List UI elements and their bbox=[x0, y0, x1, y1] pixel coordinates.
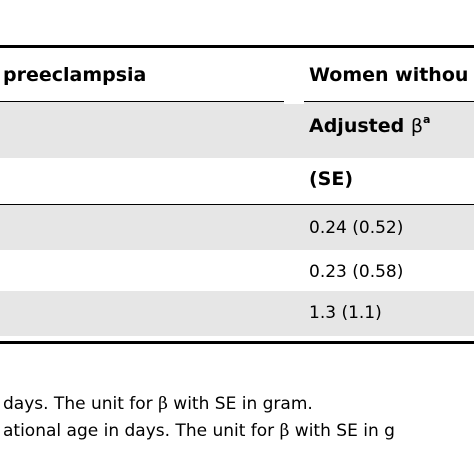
top-rule bbox=[0, 45, 474, 48]
header-band bbox=[0, 102, 474, 158]
beta-symbol: β bbox=[410, 115, 423, 137]
footnote-2-beta: β bbox=[279, 421, 290, 441]
footnote-2-prefix: ational age in days. The unit for bbox=[3, 421, 280, 441]
footnote-line-1: days. The unit for β with SE in gram. bbox=[3, 396, 313, 413]
table-cell-value: 0.24 (0.52) bbox=[309, 218, 404, 238]
group-header-right: Women withou bbox=[309, 64, 469, 86]
footnote-line-2: ational age in days. The unit for β with… bbox=[3, 423, 395, 440]
footnote-1-beta: β bbox=[158, 394, 168, 414]
footnote-2-suffix: with SE in g bbox=[289, 421, 395, 441]
table-cell-value: 0.23 (0.58) bbox=[309, 262, 404, 282]
adjusted-beta-header: Adjusted βa bbox=[309, 114, 430, 137]
table-cell-value: 1.3 (1.1) bbox=[309, 303, 382, 323]
header-bottom-rule bbox=[0, 204, 474, 205]
table-row bbox=[0, 291, 474, 336]
adjusted-label: Adjusted bbox=[309, 115, 411, 137]
bottom-rule bbox=[0, 341, 474, 344]
group-header-left: preeclampsia bbox=[3, 64, 147, 86]
footnote-1-prefix: days. The unit for bbox=[3, 394, 159, 414]
footnote-1-suffix: with SE in gram. bbox=[167, 394, 313, 414]
beta-superscript: a bbox=[422, 113, 431, 126]
header-band-gap bbox=[284, 101, 304, 104]
se-header: (SE) bbox=[309, 168, 354, 190]
group-header-rule bbox=[0, 101, 474, 102]
table-row bbox=[0, 205, 474, 250]
